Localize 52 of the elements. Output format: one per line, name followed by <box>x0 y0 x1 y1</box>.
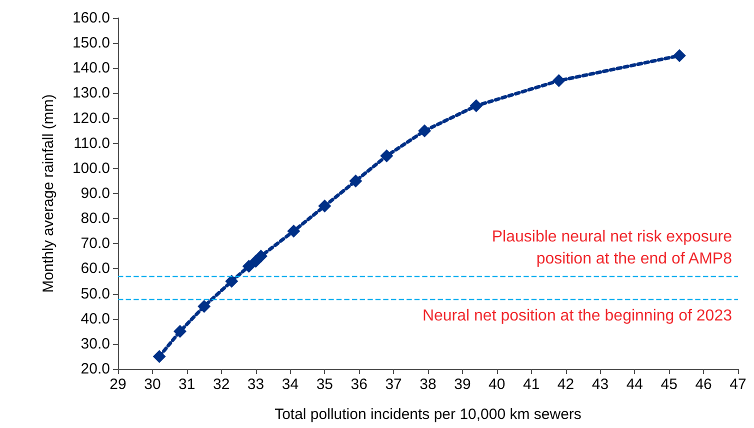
y-axis-title: Monthly average rainfall (mm) <box>40 94 57 293</box>
point <box>380 149 394 162</box>
x-tick-label: 36 <box>350 376 368 393</box>
x-tick-label: 32 <box>212 376 230 393</box>
x-tick-label: 41 <box>522 376 540 393</box>
x-tick-label: 31 <box>178 376 196 393</box>
x-tick-label: 30 <box>144 376 161 393</box>
x-tick-label: 46 <box>695 376 712 393</box>
point <box>470 99 483 112</box>
y-tick-label: 80.0 <box>80 210 110 228</box>
point <box>225 274 238 288</box>
x-tick-label: 47 <box>730 376 746 393</box>
x-tick-label: 38 <box>420 376 436 393</box>
y-tick-label: 70.0 <box>80 235 110 252</box>
y-tick-label: 110.0 <box>74 134 110 152</box>
y-tick-label: 160.0 <box>72 10 110 26</box>
point <box>287 224 300 238</box>
x-axis-title: Total pollution incidents per 10,000 km sewers <box>274 406 582 423</box>
point <box>552 74 566 88</box>
x-tick-label: 33 <box>247 376 264 393</box>
y-tick-label: 20.0 <box>80 360 110 378</box>
point <box>418 124 432 138</box>
point <box>152 350 166 363</box>
point <box>318 200 332 213</box>
ref-line-label: Plausible neural net risk exposure position at the end of AMP8 <box>492 228 732 268</box>
x-tick-label: 44 <box>626 376 644 393</box>
point <box>672 49 686 62</box>
x-tick-label: 45 <box>660 376 678 393</box>
y-tick-label: 150.0 <box>72 34 110 52</box>
y-tick-label: 120.0 <box>72 110 110 127</box>
x-tick-label: 40 <box>488 376 506 393</box>
point <box>198 300 211 313</box>
point <box>242 260 256 273</box>
y-tick-label: 100.0 <box>72 160 110 177</box>
y-tick-label: 40.0 <box>80 310 110 328</box>
x-tick-label: 35 <box>316 376 334 393</box>
y-tick-label: 90.0 <box>80 185 110 202</box>
y-tick-label: 30.0 <box>80 335 110 352</box>
ref-line-label: Neural net position at the beginning of 2023 <box>422 307 732 324</box>
x-tick-label: 43 <box>592 376 609 393</box>
point <box>349 174 362 188</box>
x-tick-label: 34 <box>282 376 299 393</box>
point <box>254 250 268 263</box>
y-tick-label: 50.0 <box>80 285 110 302</box>
y-tick-label: 130.0 <box>72 84 110 102</box>
y-tick-label: 140.0 <box>72 60 110 77</box>
y-tick-label: 60.0 <box>80 260 110 278</box>
x-tick-label: 37 <box>385 376 402 393</box>
x-tick-label: 42 <box>557 376 574 393</box>
point <box>174 324 186 338</box>
x-tick-label: 29 <box>110 376 126 393</box>
x-tick-label: 39 <box>454 376 471 393</box>
